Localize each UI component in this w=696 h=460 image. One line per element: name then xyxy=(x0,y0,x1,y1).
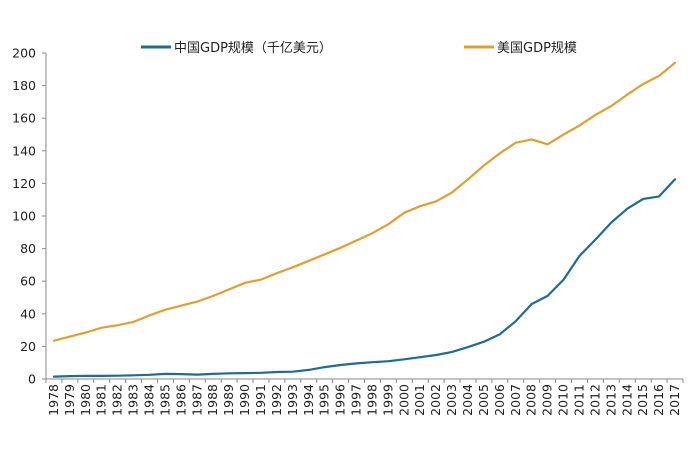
y-tick-label: 200 xyxy=(12,46,36,61)
x-tick-label: 2001 xyxy=(412,384,427,416)
y-tick-label: 140 xyxy=(12,143,36,158)
y-tick-label: 100 xyxy=(12,209,36,224)
x-tick-label: 1989 xyxy=(221,384,236,416)
x-tick-label: 1982 xyxy=(110,384,125,416)
x-tick-label: 1987 xyxy=(189,384,204,416)
x-tick-label: 2015 xyxy=(635,384,650,416)
x-tick-label: 1999 xyxy=(380,384,395,416)
x-tick-label: 1991 xyxy=(253,384,268,416)
x-tick-label: 1985 xyxy=(157,384,172,416)
x-tick-label: 1998 xyxy=(364,384,379,416)
x-tick-label: 2004 xyxy=(460,384,475,416)
x-tick-label: 1984 xyxy=(142,384,157,416)
x-tick-label: 2000 xyxy=(396,384,411,416)
x-tick-label: 2005 xyxy=(476,384,491,416)
x-tick-label: 1986 xyxy=(173,384,188,416)
x-tick-label: 2016 xyxy=(651,384,666,416)
y-tick-label: 80 xyxy=(20,241,36,256)
x-tick-label: 1996 xyxy=(333,384,348,416)
y-tick-label: 180 xyxy=(12,78,36,93)
x-tick-label: 2010 xyxy=(556,384,571,416)
x-tick-label: 1994 xyxy=(301,384,316,416)
y-tick-label: 120 xyxy=(12,176,36,191)
legend: 中国GDP规模（千亿美元） 美国GDP规模 xyxy=(141,41,577,56)
y-tick-label: 0 xyxy=(28,372,36,387)
series-lines xyxy=(52,61,677,378)
x-tick-label: 1988 xyxy=(205,384,220,416)
x-tick-label: 1990 xyxy=(237,384,252,416)
y-tick-label: 160 xyxy=(12,111,36,126)
y-tick-label: 40 xyxy=(20,306,36,321)
x-tick-label: 2002 xyxy=(428,384,443,416)
x-tick-label: 1979 xyxy=(62,384,77,416)
x-axis-ticks: 1978 1979 1980 1981 1982 1983 1984 1985 1986 1987… xyxy=(45,379,684,416)
x-tick-label: 1978 xyxy=(46,384,61,416)
x-tick-label: 2011 xyxy=(571,384,586,416)
x-tick-label: 2008 xyxy=(524,384,539,416)
x-tick-label: 1993 xyxy=(285,384,300,416)
series-line-usa xyxy=(52,61,677,342)
x-tick-label: 1981 xyxy=(94,384,109,416)
y-axis-ticks: 0 20 40 60 80 100 120 140 160 180 200 xyxy=(12,46,46,387)
x-tick-label: 1992 xyxy=(269,384,284,416)
x-tick-label: 1995 xyxy=(317,384,332,416)
x-tick-label: 1997 xyxy=(349,384,364,416)
x-tick-label: 2014 xyxy=(619,384,634,416)
series-line-china xyxy=(52,178,677,378)
x-tick-label: 1983 xyxy=(126,384,141,416)
x-tick-label: 2003 xyxy=(444,384,459,416)
x-tick-label: 2012 xyxy=(587,384,602,416)
x-tick-label: 2013 xyxy=(603,384,618,416)
legend-label-usa: 美国GDP规模 xyxy=(497,41,577,56)
x-tick-label: 2009 xyxy=(540,384,555,416)
x-tick-label: 1980 xyxy=(78,384,93,416)
x-tick-label: 2007 xyxy=(508,384,523,416)
y-tick-label: 20 xyxy=(20,339,36,354)
legend-label-china: 中国GDP规模（千亿美元） xyxy=(174,41,332,56)
x-tick-label: 2017 xyxy=(667,384,682,416)
axes xyxy=(45,53,683,380)
y-tick-label: 60 xyxy=(20,274,36,289)
x-tick-label: 2006 xyxy=(492,384,507,416)
